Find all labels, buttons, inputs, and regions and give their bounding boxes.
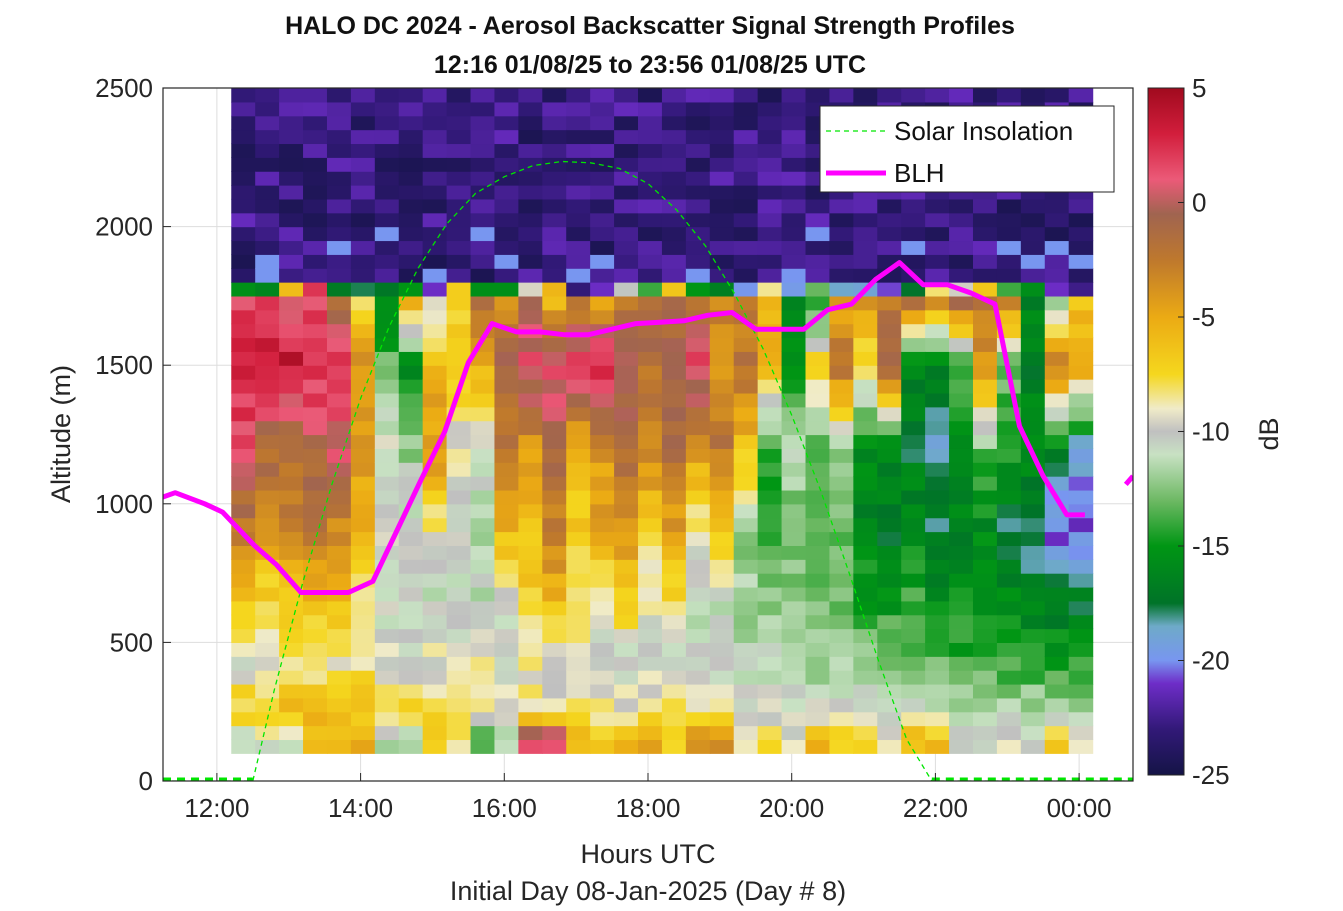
x-axis-label: Hours UTC	[580, 839, 715, 869]
legend-solar-label: Solar Insolation	[894, 116, 1073, 146]
y-tick-label: 500	[110, 627, 153, 657]
x-tick-label: 12:00	[184, 793, 249, 823]
x-tick-label: 00:00	[1047, 793, 1112, 823]
series-lines	[163, 160, 1133, 781]
colorbar-tick-label: -10	[1192, 417, 1230, 447]
colorbar-ticks: 5 0 -5 -10 -15 -20 -25	[1178, 73, 1230, 790]
y-ticks: 0 500 1000 1500 2000 2500	[95, 73, 171, 796]
y-tick-label: 2500	[95, 73, 153, 103]
x-tick-label: 20:00	[759, 793, 824, 823]
solar-insolation-line	[163, 160, 1133, 781]
x-ticks: 12:00 14:00 16:00 18:00 20:00 22:00 00:00	[184, 773, 1112, 823]
x-tick-label: 14:00	[328, 793, 393, 823]
y-axis-label: Altitude (m)	[46, 365, 76, 503]
y-tick-label: 2000	[95, 212, 153, 242]
heatmap	[231, 88, 1094, 754]
colorbar-tick-label: -15	[1192, 531, 1230, 561]
x-tick-label: 22:00	[903, 793, 968, 823]
chart-title-line2: 12:16 01/08/25 to 23:56 01/08/25 UTC	[434, 51, 866, 79]
legend-box	[819, 105, 1115, 193]
colorbar-label: dB	[1254, 417, 1284, 450]
colorbar-tick-label: -5	[1192, 302, 1215, 332]
colorbar-tick-label: 0	[1192, 188, 1206, 218]
x-tick-label: 18:00	[615, 793, 680, 823]
x-axis-label-secondary: Initial Day 08-Jan-2025 (Day # 8)	[450, 876, 846, 906]
colorbar-tick-label: 5	[1192, 73, 1206, 103]
legend-blh-label: BLH	[894, 158, 945, 188]
chart-title-line1: HALO DC 2024 - Aerosol Backscatter Signa…	[285, 12, 1015, 40]
x-tick-label: 16:00	[472, 793, 537, 823]
colorbar-tick-label: -20	[1192, 646, 1230, 676]
legend: Solar Insolation BLH	[819, 105, 1115, 193]
blh-line-segment-0	[163, 260, 1085, 595]
y-tick-label: 1000	[95, 489, 153, 519]
colorbar-tick-label: -25	[1192, 760, 1230, 790]
y-tick-label: 0	[139, 766, 153, 796]
blh-line-segment-1	[1123, 474, 1133, 487]
y-tick-label: 1500	[95, 350, 153, 380]
